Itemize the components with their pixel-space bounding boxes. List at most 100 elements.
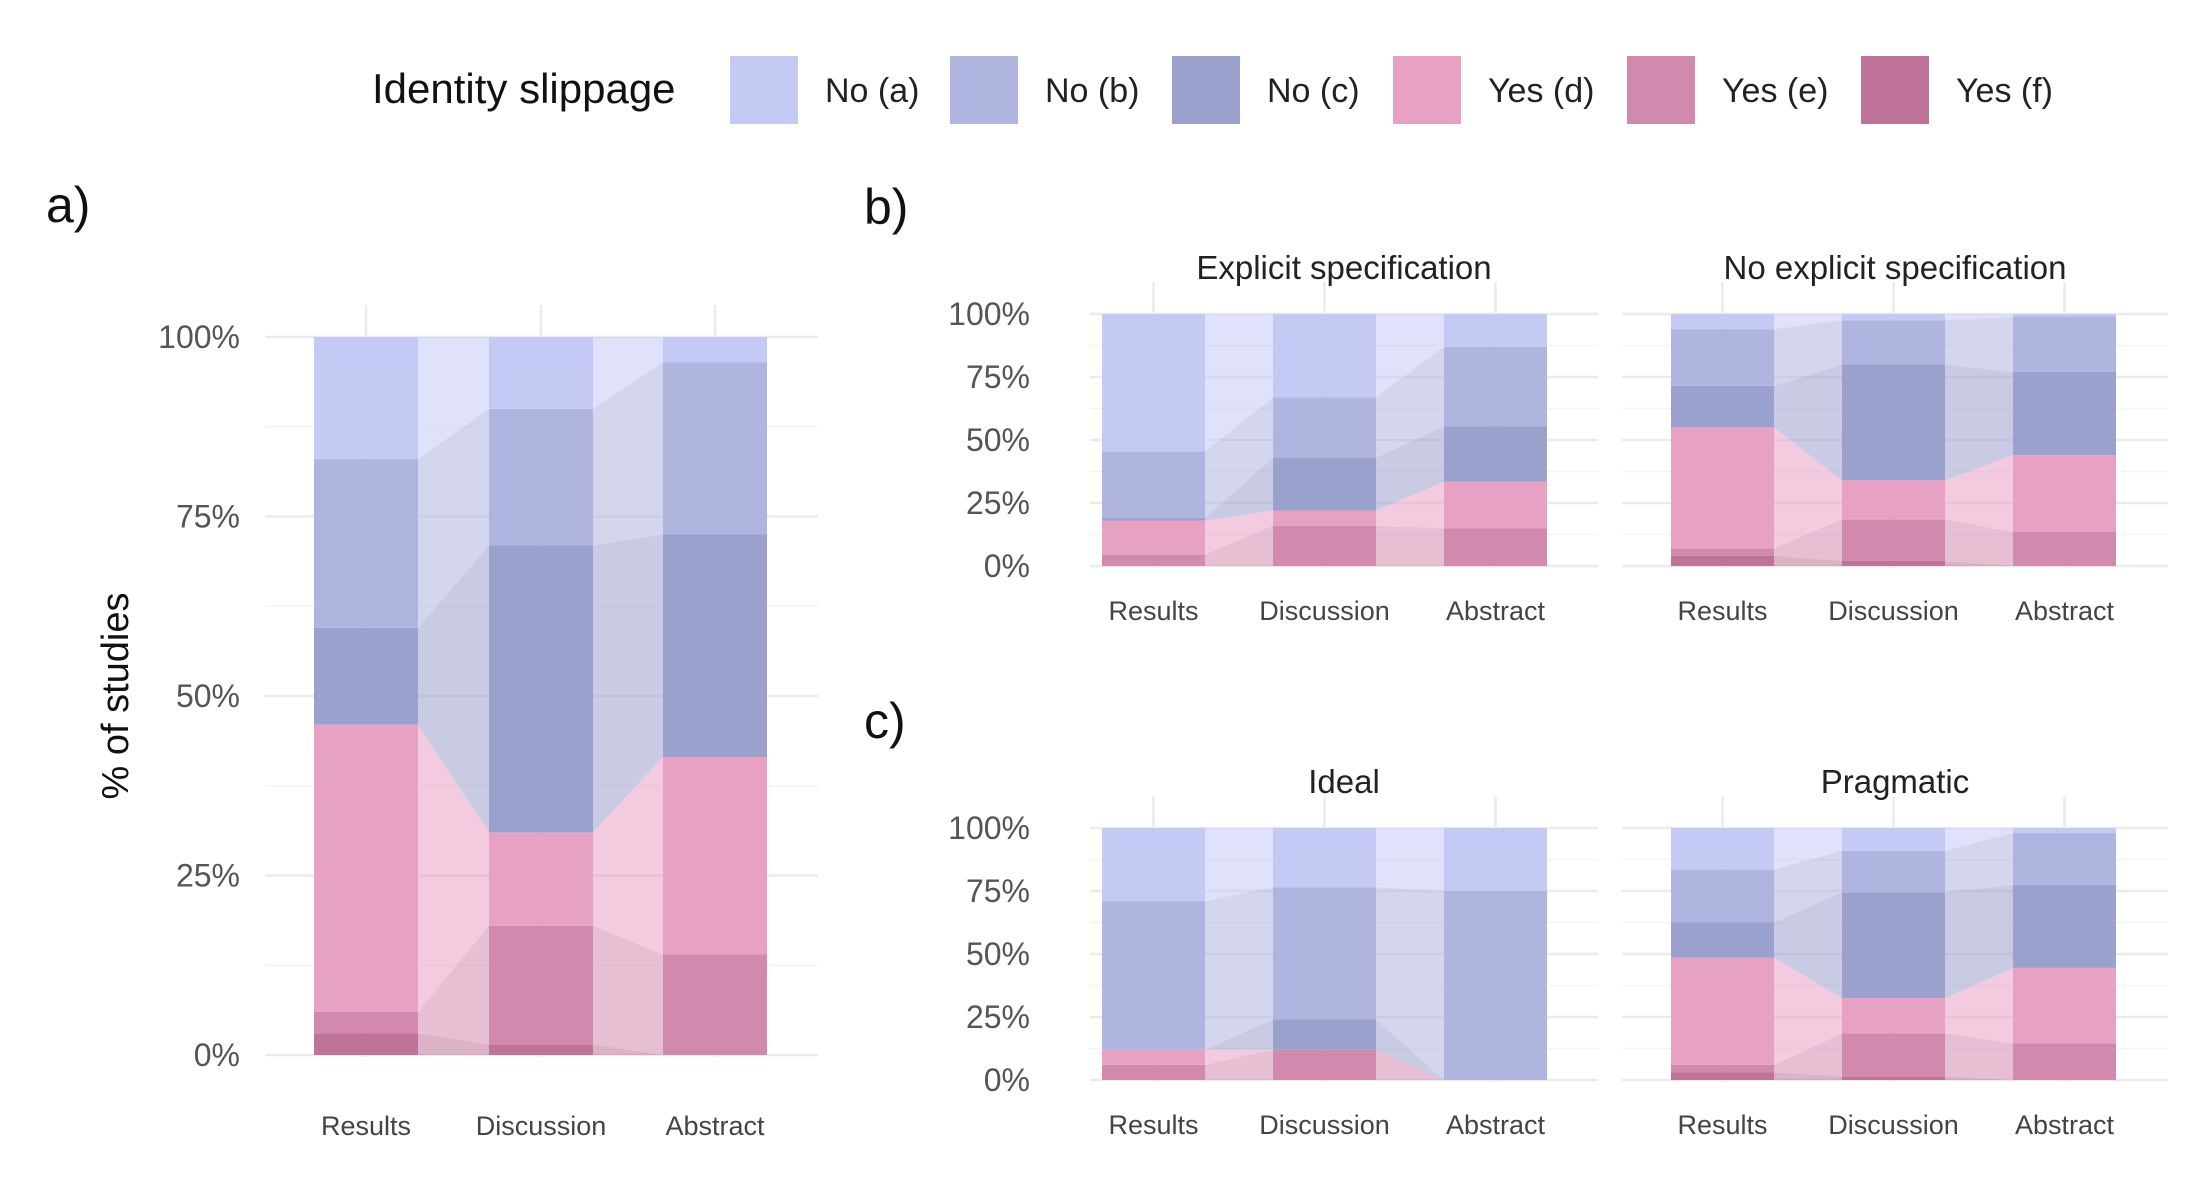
y-tick-label: 100% xyxy=(948,296,1030,332)
y-tick-label: 75% xyxy=(966,359,1030,395)
bar-discussion-no-a xyxy=(1273,828,1376,888)
bar-abstract-no-b xyxy=(1444,346,1547,427)
bar-abstract-yes-d xyxy=(2013,967,2116,1044)
flow-yes-f xyxy=(1774,1072,1842,1080)
panel-explicit-specification: 0% 25% 50% 75% 100% Results Discussion Abstract… xyxy=(864,179,1598,626)
x-ticks: Results Discussion Abstract xyxy=(1108,596,1545,626)
flows xyxy=(1205,828,1444,1080)
bars xyxy=(1671,314,2116,566)
flow-no-c xyxy=(1205,457,1273,521)
y-tick-label: 25% xyxy=(176,858,240,894)
flow-no-c xyxy=(1945,884,2013,999)
flow-yes-e xyxy=(1376,525,1444,566)
flow-no-b xyxy=(1774,850,1842,923)
flows xyxy=(1205,314,1444,566)
flow-no-a xyxy=(1205,314,1273,452)
bar-discussion-no-b xyxy=(489,408,593,546)
bar-results-yes-e xyxy=(1671,548,1774,556)
bar-results-no-a xyxy=(1671,314,1774,330)
y-tick-label: 0% xyxy=(984,548,1030,584)
bar-results-yes-f xyxy=(1671,1072,1774,1080)
flow-yes-e xyxy=(1205,1049,1273,1080)
legend-entry-no-b: No (b) xyxy=(950,56,1139,124)
x-tick-label-results: Results xyxy=(1108,596,1198,626)
bar-results-yes-d xyxy=(1102,520,1205,555)
bar-discussion-yes-f xyxy=(1842,560,1945,566)
y-tick-label: 75% xyxy=(966,873,1030,909)
flow-yes-d xyxy=(1205,1049,1273,1065)
bar-abstract-yes-e xyxy=(1444,528,1547,566)
flow-yes-d xyxy=(418,724,489,1012)
legend-swatch xyxy=(1627,56,1695,124)
legend-title: Identity slippage xyxy=(372,65,676,112)
bar-discussion-no-c xyxy=(1842,364,1945,481)
y-tick-label: 25% xyxy=(966,485,1030,521)
legend-swatch xyxy=(1393,56,1461,124)
bar-discussion-yes-d xyxy=(1842,998,1945,1034)
bar-results-yes-e xyxy=(1102,1064,1205,1080)
y-tick-label: 0% xyxy=(194,1037,240,1073)
strip-title: Ideal xyxy=(1308,763,1380,800)
panel-ideal: 0% 25% 50% 75% 100% Results Discussion Abstract… xyxy=(864,693,1598,1140)
legend: Identity slippage No (a) No (b) No (c) Yes (… xyxy=(372,56,2053,124)
flow-no-a xyxy=(1774,314,1842,330)
flows xyxy=(418,337,663,1055)
flows xyxy=(1774,314,2013,566)
bar-discussion-no-b xyxy=(1273,887,1376,1020)
bar-abstract-yes-d xyxy=(663,757,767,955)
bar-discussion-no-a xyxy=(489,337,593,409)
bar-discussion-yes-e xyxy=(489,925,593,1045)
flow-no-c xyxy=(1774,364,1842,481)
bar-discussion-no-c xyxy=(1273,457,1376,511)
bar-abstract-no-c xyxy=(2013,884,2116,968)
legend-entry-yes-d: Yes (d) xyxy=(1393,56,1594,124)
bar-abstract-no-a xyxy=(1444,828,1547,891)
bar-abstract-yes-d xyxy=(2013,455,2116,532)
bar-abstract-yes-e xyxy=(2013,1043,2116,1080)
panels: 0% 25% 50% 75% 100% Results Discussion Abstract… xyxy=(46,177,2168,1141)
bar-abstract-no-c xyxy=(663,534,767,758)
bar-results-no-b xyxy=(314,459,418,628)
bar-results-yes-d xyxy=(1102,1049,1205,1065)
strip-title: Pragmatic xyxy=(1821,763,1970,800)
flow-yes-e xyxy=(418,925,489,1045)
y-tick-label: 100% xyxy=(158,319,240,355)
bar-discussion-no-c xyxy=(1273,1019,1376,1050)
flow-no-a xyxy=(418,337,489,460)
flow-yes-d xyxy=(1774,957,1842,1065)
x-tick-label-discussion: Discussion xyxy=(1828,1110,1959,1140)
x-tick-label-discussion: Discussion xyxy=(1259,596,1390,626)
bars xyxy=(1102,314,1547,566)
bar-discussion-no-c xyxy=(1842,892,1945,999)
flow-yes-d xyxy=(1945,455,2013,532)
y-axis-title: % of studies xyxy=(95,593,137,800)
bars xyxy=(1671,828,2116,1080)
bar-discussion-no-b xyxy=(1842,850,1945,893)
bar-discussion-yes-d xyxy=(1273,510,1376,526)
flow-no-b xyxy=(593,362,663,546)
x-ticks: Results Discussion Abstract xyxy=(321,1111,765,1141)
legend-label: Yes (f) xyxy=(1956,72,2053,110)
bar-discussion-yes-d xyxy=(489,832,593,926)
y-tick-label: 50% xyxy=(966,936,1030,972)
flow-no-c xyxy=(418,545,489,833)
flow-no-a xyxy=(1376,314,1444,398)
bar-abstract-yes-d xyxy=(1444,481,1547,529)
bar-discussion-yes-d xyxy=(1842,480,1945,520)
bar-results-yes-e xyxy=(1671,1064,1774,1073)
flow-no-b xyxy=(418,408,489,628)
bar-discussion-yes-f xyxy=(489,1044,593,1055)
bar-abstract-no-a xyxy=(1444,314,1547,347)
flow-no-c xyxy=(1376,426,1444,511)
bar-abstract-no-b xyxy=(2013,316,2116,372)
bar-results-yes-e xyxy=(314,1011,418,1034)
flow-yes-f xyxy=(418,1033,489,1055)
bar-results-yes-f xyxy=(314,1033,418,1055)
legend-label: No (a) xyxy=(825,72,919,110)
flow-no-a xyxy=(593,337,663,409)
flow-no-a xyxy=(1376,828,1444,891)
flow-no-a xyxy=(1774,828,1842,870)
bar-discussion-yes-f xyxy=(1842,1076,1945,1080)
legend-entry-yes-e: Yes (e) xyxy=(1627,56,1828,124)
